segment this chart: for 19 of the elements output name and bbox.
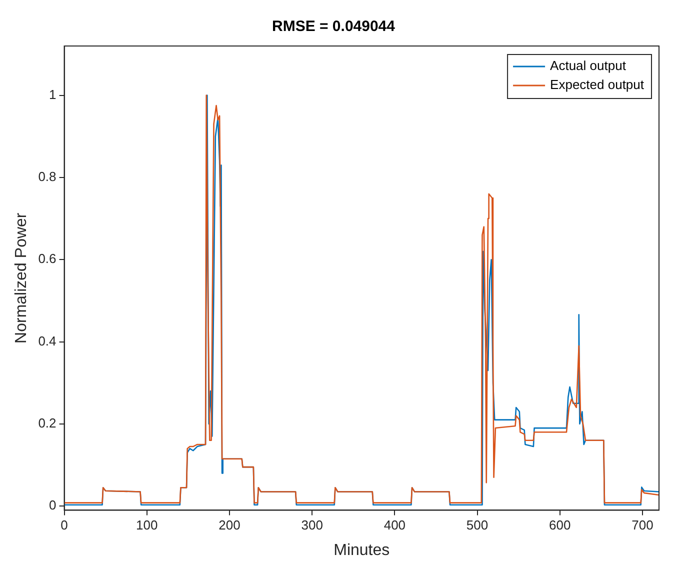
legend-label: Actual output (550, 58, 626, 74)
x-tick-label: 200 (218, 518, 240, 533)
y-tick-label: 0.6 (38, 251, 56, 266)
x-tick-label: 300 (301, 518, 323, 533)
x-tick-label: 100 (136, 518, 158, 533)
x-axis-title: Minutes (334, 542, 390, 559)
chart-title: RMSE = 0.049044 (272, 18, 396, 36)
x-tick-label: 500 (466, 518, 488, 533)
y-tick-label: 0.2 (38, 416, 56, 431)
y-tick-label: 0 (49, 498, 56, 513)
y-tick-label: 1 (49, 86, 56, 102)
x-tick-label: 600 (549, 518, 571, 533)
legend-label: Expected output (550, 77, 644, 92)
x-tick-label: 0 (60, 518, 68, 533)
y-tick-label: 0.8 (38, 169, 56, 184)
y-tick-label: 0.4 (38, 333, 56, 348)
x-tick-label: 700 (632, 518, 654, 533)
y-axis-title: Normalized Power (13, 212, 30, 344)
x-tick-label: 400 (384, 518, 406, 533)
